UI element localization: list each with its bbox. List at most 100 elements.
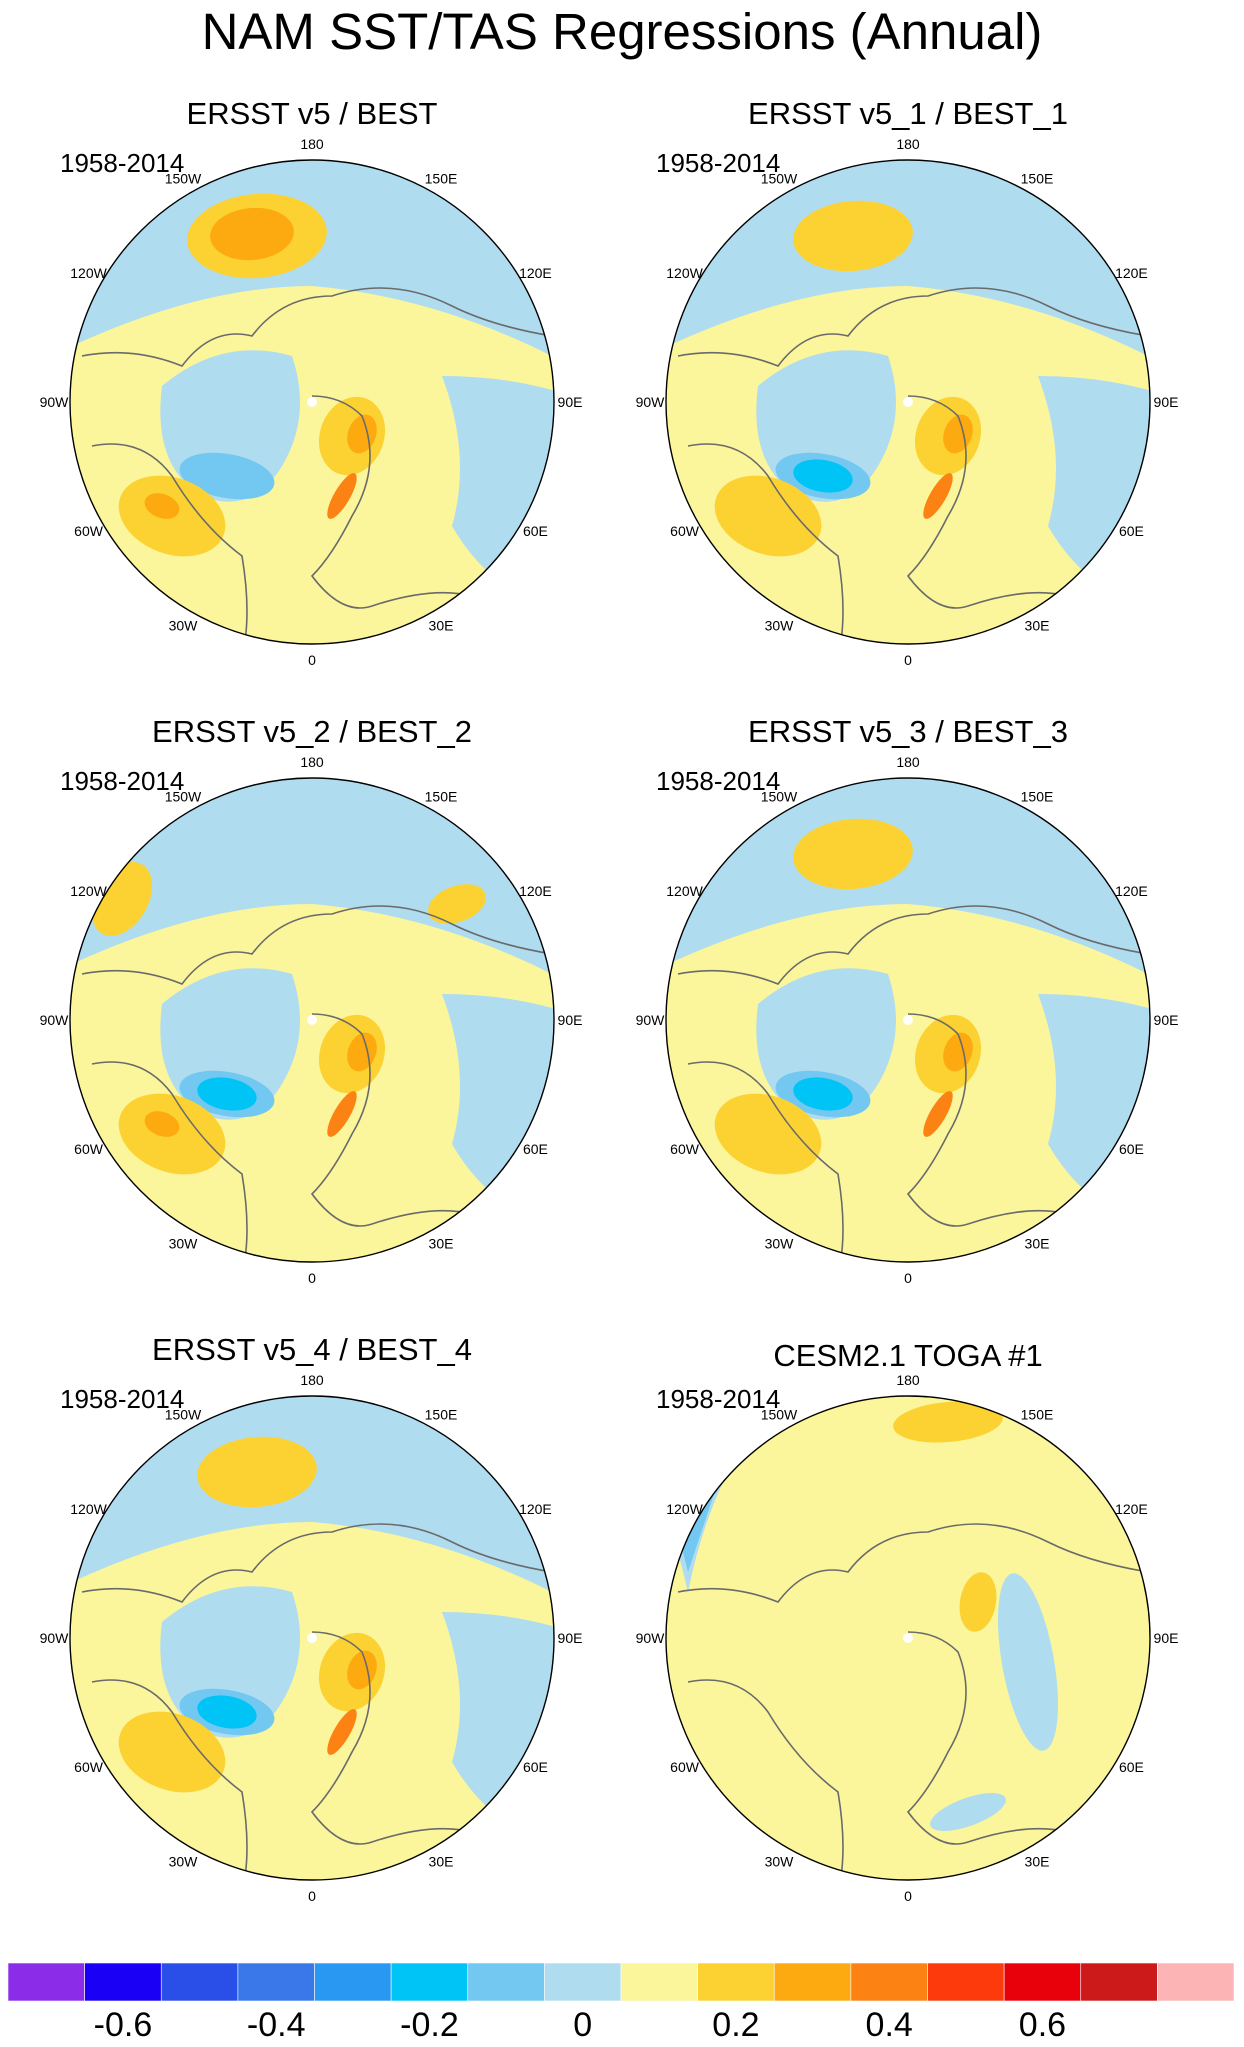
map-panel-6: CESM2.1 TOGA #1 1958-2014 180 150E 120E 90E… [608,1332,1208,1952]
polar-map: 180 150E 120E 90E 60E 30E 0 30W 60W 90W 120W 150W [40,136,583,668]
colorbar-swatch [84,1963,162,2001]
colorbar-swatch [544,1963,622,2001]
longitude-label: 150E [1021,1407,1054,1423]
pacific-warm-core [210,207,294,261]
map-field [666,1396,1150,1880]
longitude-label: 90E [558,1630,583,1646]
north-pole-marker [903,397,913,407]
colorbar-swatch [1080,1963,1158,2001]
panel-title: ERSST v5_1 / BEST_1 [748,96,1068,131]
colorbar-swatch [390,1963,469,2001]
pacific-warm-anomaly [793,818,913,890]
colorbar-swatch [1157,1963,1234,2001]
map-border [69,159,555,645]
longitude-label: 30E [1025,1853,1050,1869]
colorbar-swatch [927,1963,1005,2001]
colorbar-swatch [697,1963,775,2001]
scandinavia-warm-core [923,1091,953,1137]
colorbar-swatch [237,1963,315,2001]
longitude-label: 60W [74,523,104,539]
longitude-label: 180 [300,136,324,152]
colorbar-tick-label: 0.2 [712,2006,760,2044]
longitude-label: 90E [558,394,583,410]
map-panel-4: ERSST v5_3 / BEST_3 1958-2014 180 150E 120… [608,714,1208,1334]
period-label: 1958-2014 [656,148,781,178]
longitude-label: 150E [425,1407,458,1423]
colorbar-swatch [314,1963,392,2001]
panel-title: ERSST v5_3 / BEST_3 [748,714,1068,749]
polar-map: 180 150E 120E 90E 60E 30E 0 30W 60W 90W 120W 150W [636,136,1179,668]
polar-map: 180 150E 120E 90E 60E 30E 0 30W 60W 90W 120W 150W [40,1372,583,1904]
map-panel-3: ERSST v5_2 / BEST_2 1958-2014 180 150E 120… [12,714,612,1334]
colorbar-swatch [773,1963,852,2001]
longitude-label: 150W [165,789,202,805]
colorbar-swatch [1003,1963,1082,2001]
north-pole-marker [903,1633,913,1643]
longitude-label: 150W [761,789,798,805]
longitude-label: 30W [169,617,199,633]
atlantic-warm-anomaly [714,475,822,557]
map-field [70,160,554,644]
longitude-label: 90W [636,1012,666,1028]
map-field [666,160,1150,644]
longitude-label: 120E [1115,883,1148,899]
longitude-label: 180 [300,1372,324,1388]
longitude-label: 30E [1025,1235,1050,1251]
longitude-label: 90W [40,394,70,410]
longitude-label: 150E [1021,789,1054,805]
longitude-label: 150E [425,789,458,805]
panel-title: ERSST v5_4 / BEST_4 [152,1332,472,1367]
longitude-label: 120W [70,265,107,281]
map-border [665,159,1151,645]
longitude-label: 120W [70,1501,107,1517]
scandinavia-warm-core [923,473,953,519]
pacific-cool-region [70,778,554,974]
colorbar-swatch [620,1963,698,2001]
atlantic-cold-core [793,1077,853,1111]
colorbar-swatch [850,1963,928,2001]
pacific-warm-anomaly-east [428,884,486,924]
longitude-label: 0 [904,652,912,668]
longitude-label: 30E [429,1853,454,1869]
longitude-label: 120W [666,265,703,281]
map-field [70,778,554,1262]
longitude-label: 60E [523,1759,548,1775]
longitude-label: 60E [1119,1759,1144,1775]
map-border [665,777,1151,1263]
longitude-label: 30W [765,1853,795,1869]
colorbar [8,1963,1234,2001]
period-label: 1958-2014 [60,148,185,178]
map-border [69,1395,555,1881]
colorbar-tick-label: 0 [573,2006,593,2044]
colorbar-tick-label: -0.4 [246,2006,306,2044]
longitude-label: 60E [1119,523,1144,539]
period-label: 1958-2014 [60,766,185,796]
longitude-label: 30W [169,1853,199,1869]
map-field [70,1396,554,1880]
longitude-label: 30W [765,1235,795,1251]
colorbar-tick-label: 0.6 [1018,2006,1067,2044]
figure-title: NAM SST/TAS Regressions (Annual) [201,3,1043,60]
longitude-label: 120E [519,265,552,281]
longitude-label: 180 [896,136,920,152]
atlantic-cold-core [197,1695,257,1729]
longitude-label: 150E [425,171,458,187]
longitude-label: 90E [1154,1630,1179,1646]
longitude-label: 150E [1021,171,1054,187]
pacific-cool-region [70,1396,554,1592]
longitude-label: 0 [904,1888,912,1904]
longitude-label: 90W [636,394,666,410]
longitude-label: 60W [670,523,700,539]
longitude-label: 180 [300,754,324,770]
longitude-label: 60E [523,1141,548,1157]
atlantic-cold-core [793,459,853,493]
longitude-label: 60E [523,523,548,539]
atlantic-cool-patch [930,1793,1006,1831]
eurasia-cool-patch [998,1573,1058,1751]
longitude-label: 0 [308,1270,316,1286]
longitude-label: 30W [765,617,795,633]
longitude-label: 0 [308,652,316,668]
atlantic-warm-core [144,493,180,519]
longitude-label: 90W [40,1630,70,1646]
longitude-label: 120E [1115,1501,1148,1517]
